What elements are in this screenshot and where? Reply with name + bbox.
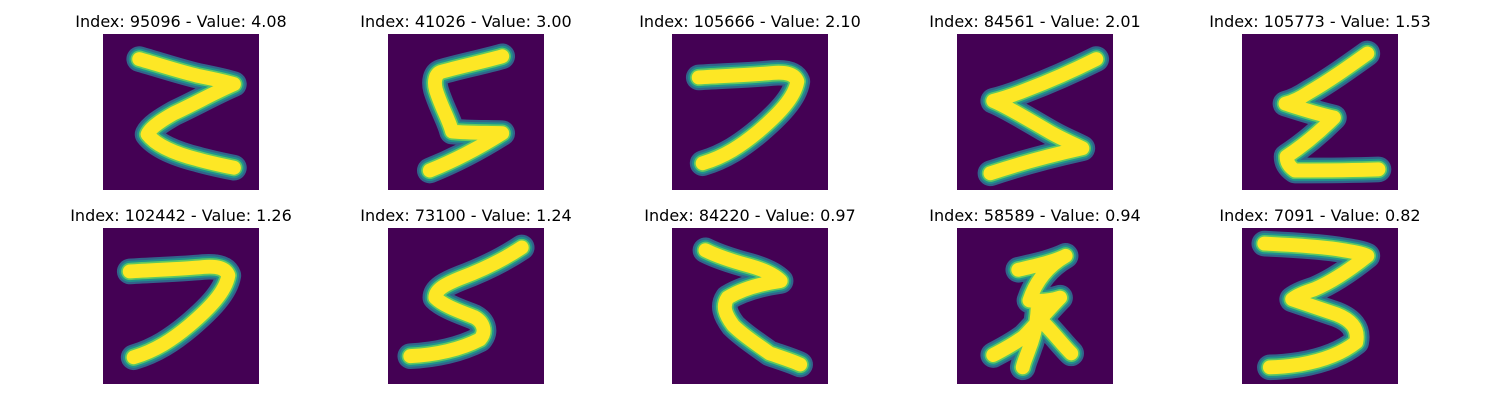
grid-panel: Index: 84220 - Value: 0.97 — [620, 206, 880, 391]
panel-title: Index: 58589 - Value: 0.94 — [929, 206, 1141, 225]
grid-panel: Index: 73100 - Value: 1.24 — [336, 206, 596, 391]
grid-panel: Index: 102442 - Value: 1.26 — [51, 206, 311, 391]
digit-image — [957, 228, 1113, 384]
panel-title: Index: 102442 - Value: 1.26 — [70, 206, 292, 225]
panel-title: Index: 7091 - Value: 0.82 — [1219, 206, 1421, 225]
panel-title: Index: 84561 - Value: 2.01 — [929, 12, 1141, 31]
grid-panel: Index: 41026 - Value: 3.00 — [336, 12, 596, 197]
panel-title: Index: 105773 - Value: 1.53 — [1209, 12, 1431, 31]
digit-stroke — [1251, 230, 1381, 381]
digit-image — [103, 34, 259, 190]
grid-panel: Index: 7091 - Value: 0.82 — [1190, 206, 1450, 391]
digit-stroke — [126, 46, 247, 181]
digit-image — [1242, 34, 1398, 190]
digit-stroke — [980, 243, 1085, 381]
digit-image — [103, 228, 259, 384]
digit-image — [672, 34, 828, 190]
digit-stroke — [116, 253, 242, 371]
grid-panel: Index: 95096 - Value: 4.08 — [51, 12, 311, 197]
panel-title: Index: 41026 - Value: 3.00 — [360, 12, 572, 31]
digit-image — [672, 228, 828, 384]
digit-stroke — [977, 46, 1110, 187]
grid-panel: Index: 58589 - Value: 0.94 — [905, 206, 1165, 391]
panel-title: Index: 95096 - Value: 4.08 — [75, 12, 287, 31]
grid-panel: Index: 105666 - Value: 2.10 — [620, 12, 880, 197]
digit-stroke — [685, 59, 811, 177]
digit-stroke — [397, 234, 535, 369]
panel-title: Index: 105666 - Value: 2.10 — [639, 12, 861, 31]
panel-title: Index: 84220 - Value: 0.97 — [644, 206, 856, 225]
digit-stroke — [1272, 40, 1392, 184]
panel-title: Index: 73100 - Value: 1.24 — [360, 206, 572, 225]
digit-stroke — [692, 237, 813, 378]
digit-image — [957, 34, 1113, 190]
digit-image — [1242, 228, 1398, 384]
grid-panel: Index: 84561 - Value: 2.01 — [905, 12, 1165, 197]
digit-image — [388, 228, 544, 384]
digit-image — [388, 34, 544, 190]
grid-panel: Index: 105773 - Value: 1.53 — [1190, 12, 1450, 197]
digit-stroke — [416, 43, 516, 184]
